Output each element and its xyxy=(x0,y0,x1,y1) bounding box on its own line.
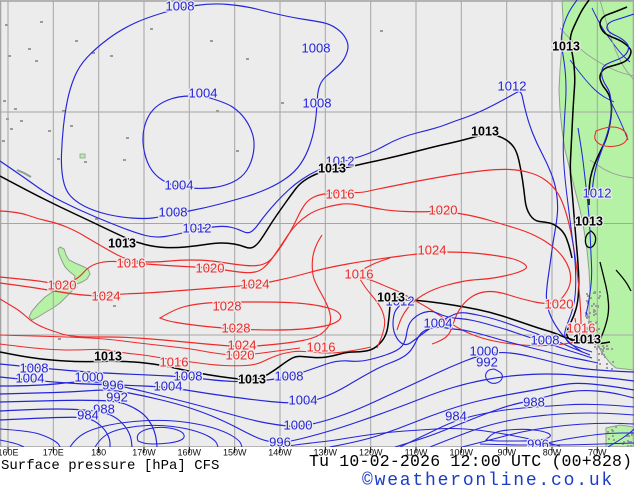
svg-text:1024: 1024 xyxy=(418,243,447,258)
svg-text:1020: 1020 xyxy=(226,348,255,363)
svg-text:1004: 1004 xyxy=(165,178,194,193)
svg-text:1013: 1013 xyxy=(94,350,122,364)
svg-text:1016: 1016 xyxy=(345,267,374,282)
svg-text:1016: 1016 xyxy=(567,321,596,336)
svg-text:984: 984 xyxy=(77,408,99,423)
svg-text:1024: 1024 xyxy=(92,289,121,304)
svg-text:1012: 1012 xyxy=(183,221,212,236)
svg-text:992: 992 xyxy=(106,390,128,405)
svg-text:1008: 1008 xyxy=(531,333,560,348)
svg-text:1013: 1013 xyxy=(318,162,346,176)
svg-text:1016: 1016 xyxy=(326,187,355,202)
svg-text:1000: 1000 xyxy=(470,344,499,359)
svg-text:1013: 1013 xyxy=(377,291,405,305)
svg-text:1012: 1012 xyxy=(326,154,355,169)
svg-text:1004: 1004 xyxy=(154,379,183,394)
svg-text:1013: 1013 xyxy=(552,40,580,54)
svg-text:1008: 1008 xyxy=(159,205,188,220)
svg-text:1000: 1000 xyxy=(75,370,104,385)
svg-text:1020: 1020 xyxy=(196,261,225,276)
svg-text:1024: 1024 xyxy=(228,338,257,353)
svg-text:1013: 1013 xyxy=(238,373,266,387)
svg-text:Tu 10-02-2026 12:00 UTC (00+82: Tu 10-02-2026 12:00 UTC (00+828) xyxy=(309,452,632,471)
svg-text:1008: 1008 xyxy=(302,41,331,56)
svg-text:1012: 1012 xyxy=(583,186,612,201)
svg-text:1013: 1013 xyxy=(108,237,136,251)
svg-text:992: 992 xyxy=(476,355,498,370)
svg-text:©weatheronline.co.uk: ©weatheronline.co.uk xyxy=(362,471,614,490)
svg-text:1008: 1008 xyxy=(303,96,332,111)
svg-text:1020: 1020 xyxy=(429,203,458,218)
svg-text:160E: 160E xyxy=(0,448,19,458)
svg-text:1028: 1028 xyxy=(213,299,242,314)
svg-text:988: 988 xyxy=(93,402,115,417)
svg-text:1020: 1020 xyxy=(545,297,574,312)
svg-text:1020: 1020 xyxy=(48,278,77,293)
svg-text:984: 984 xyxy=(445,409,467,424)
svg-text:1008: 1008 xyxy=(174,369,203,384)
svg-text:988: 988 xyxy=(523,395,545,410)
svg-text:1000: 1000 xyxy=(284,418,313,433)
svg-text:1013: 1013 xyxy=(575,215,603,229)
svg-text:1004: 1004 xyxy=(289,393,318,408)
svg-text:1008: 1008 xyxy=(275,369,304,384)
svg-text:Surface pressure [hPa] CFS: Surface pressure [hPa] CFS xyxy=(1,458,219,474)
svg-text:1012: 1012 xyxy=(498,79,527,94)
svg-text:1013: 1013 xyxy=(471,125,499,139)
svg-text:1004: 1004 xyxy=(189,86,218,101)
svg-text:1024: 1024 xyxy=(241,277,270,292)
svg-text:996: 996 xyxy=(269,435,291,450)
svg-text:1013: 1013 xyxy=(573,333,601,347)
svg-text:996: 996 xyxy=(102,378,124,393)
svg-text:1008: 1008 xyxy=(20,361,49,376)
svg-text:1012: 1012 xyxy=(386,294,415,309)
svg-text:1016: 1016 xyxy=(307,340,336,355)
svg-text:1016: 1016 xyxy=(160,355,189,370)
svg-text:1008: 1008 xyxy=(166,0,195,14)
svg-text:1004: 1004 xyxy=(424,316,453,331)
svg-text:996: 996 xyxy=(527,437,549,452)
svg-text:1004: 1004 xyxy=(16,371,45,386)
svg-text:1016: 1016 xyxy=(117,256,146,271)
svg-text:1028: 1028 xyxy=(222,321,251,336)
